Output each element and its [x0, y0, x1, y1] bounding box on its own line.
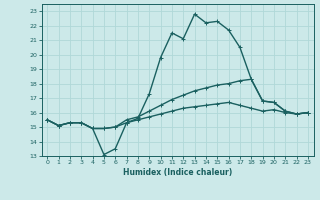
X-axis label: Humidex (Indice chaleur): Humidex (Indice chaleur)	[123, 168, 232, 177]
